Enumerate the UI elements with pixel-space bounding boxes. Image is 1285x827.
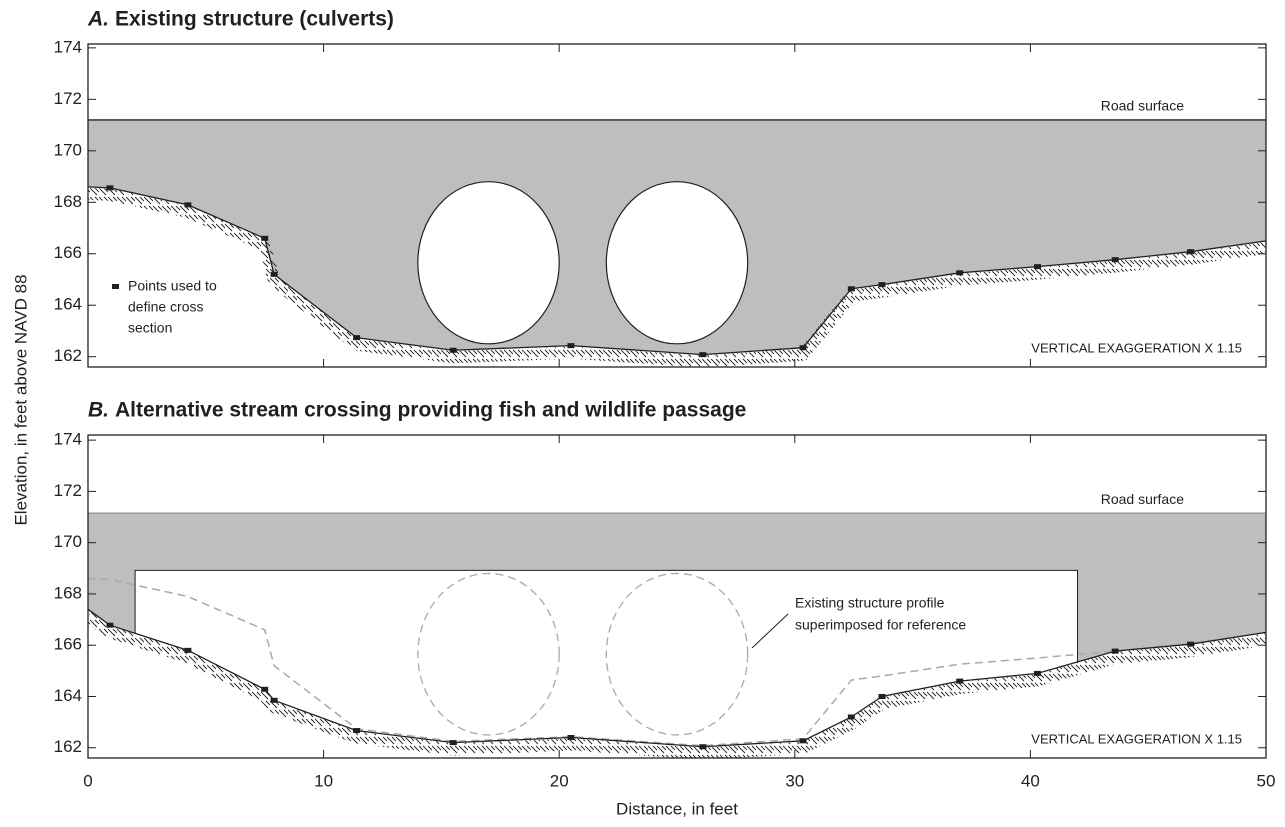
opening-outline	[134, 569, 1079, 662]
survey-point	[1033, 264, 1041, 270]
survey-point	[956, 270, 964, 276]
culvert	[417, 181, 560, 345]
plot-frame	[87, 434, 1267, 759]
y-tick-label: 170	[54, 140, 82, 159]
panel-title: Existing structure (culverts)	[115, 8, 394, 31]
survey-point	[699, 744, 707, 750]
existing-culvert	[417, 572, 560, 736]
y-tick-label: 174	[54, 430, 82, 449]
survey-point	[878, 693, 886, 699]
y-tick-label: 170	[54, 532, 82, 551]
survey-point	[847, 714, 855, 720]
survey-point	[106, 622, 114, 628]
plot-area	[88, 512, 1266, 758]
survey-point	[799, 738, 807, 744]
note: VERTICAL EXAGGERATION X 1.15	[1031, 731, 1242, 746]
survey-point	[1187, 641, 1195, 647]
survey-point	[878, 282, 886, 288]
survey-point	[353, 335, 361, 341]
note: VERTICAL EXAGGERATION X 1.15	[1031, 340, 1242, 355]
survey-point	[270, 271, 278, 277]
x-axis-label: Distance, in feet	[616, 799, 738, 818]
plot-frame	[87, 43, 1267, 368]
survey-point	[1111, 257, 1119, 263]
survey-point	[1111, 648, 1119, 654]
survey-point	[184, 647, 192, 653]
y-tick-label: 162	[54, 737, 82, 756]
y-tick-label: 166	[54, 243, 82, 262]
survey-point	[106, 185, 114, 191]
panel-label: B.	[88, 399, 109, 422]
x-tick-label: 40	[1021, 771, 1040, 790]
survey-point	[799, 345, 807, 351]
survey-point	[184, 202, 192, 208]
survey-point	[449, 347, 457, 353]
road-label: Road surface	[1101, 491, 1184, 507]
legend-text: define cross	[128, 299, 203, 315]
existing-culvert	[605, 572, 749, 736]
panel-label: A.	[87, 8, 109, 31]
x-tick-label: 30	[785, 771, 804, 790]
survey-point	[353, 728, 361, 734]
y-tick-label: 168	[54, 192, 82, 211]
y-tick-label: 166	[54, 635, 82, 654]
y-tick-label: 162	[54, 346, 82, 365]
road-label: Road surface	[1101, 98, 1184, 114]
survey-point	[956, 678, 964, 684]
survey-point	[567, 343, 575, 349]
x-tick-label: 50	[1257, 771, 1276, 790]
legend-marker	[112, 284, 119, 289]
legend-text: section	[128, 320, 172, 336]
survey-point	[1033, 670, 1041, 676]
survey-point	[1187, 249, 1195, 255]
annotation-text: superimposed for reference	[795, 617, 966, 633]
x-tick-label: 0	[83, 771, 92, 790]
survey-point	[847, 286, 855, 292]
leader	[751, 613, 789, 649]
y-axis-label: Elevation, in feet above NAVD 88	[11, 274, 30, 525]
y-tick-label: 174	[54, 37, 82, 56]
y-tick-label: 164	[54, 295, 82, 314]
survey-point	[261, 235, 269, 241]
ground-hatch	[88, 611, 1266, 758]
x-tick-label: 20	[550, 771, 569, 790]
ground-hatch	[88, 187, 1266, 367]
survey-point	[261, 686, 269, 692]
panel-title: Alternative stream crossing providing fi…	[115, 399, 746, 422]
survey-point	[449, 740, 457, 746]
plot-area	[88, 119, 1266, 367]
y-tick-label: 172	[54, 481, 82, 500]
legend-text: Points used to	[128, 278, 217, 294]
survey-point	[699, 352, 707, 358]
x-tick-label: 10	[314, 771, 333, 790]
survey-point	[270, 697, 278, 703]
y-tick-label: 168	[54, 583, 82, 602]
existing-profile	[88, 577, 1266, 747]
annotation-text: Existing structure profile	[795, 595, 945, 611]
y-tick-label: 172	[54, 89, 82, 108]
y-tick-label: 164	[54, 686, 82, 705]
survey-point	[567, 734, 575, 740]
culvert	[605, 181, 749, 345]
